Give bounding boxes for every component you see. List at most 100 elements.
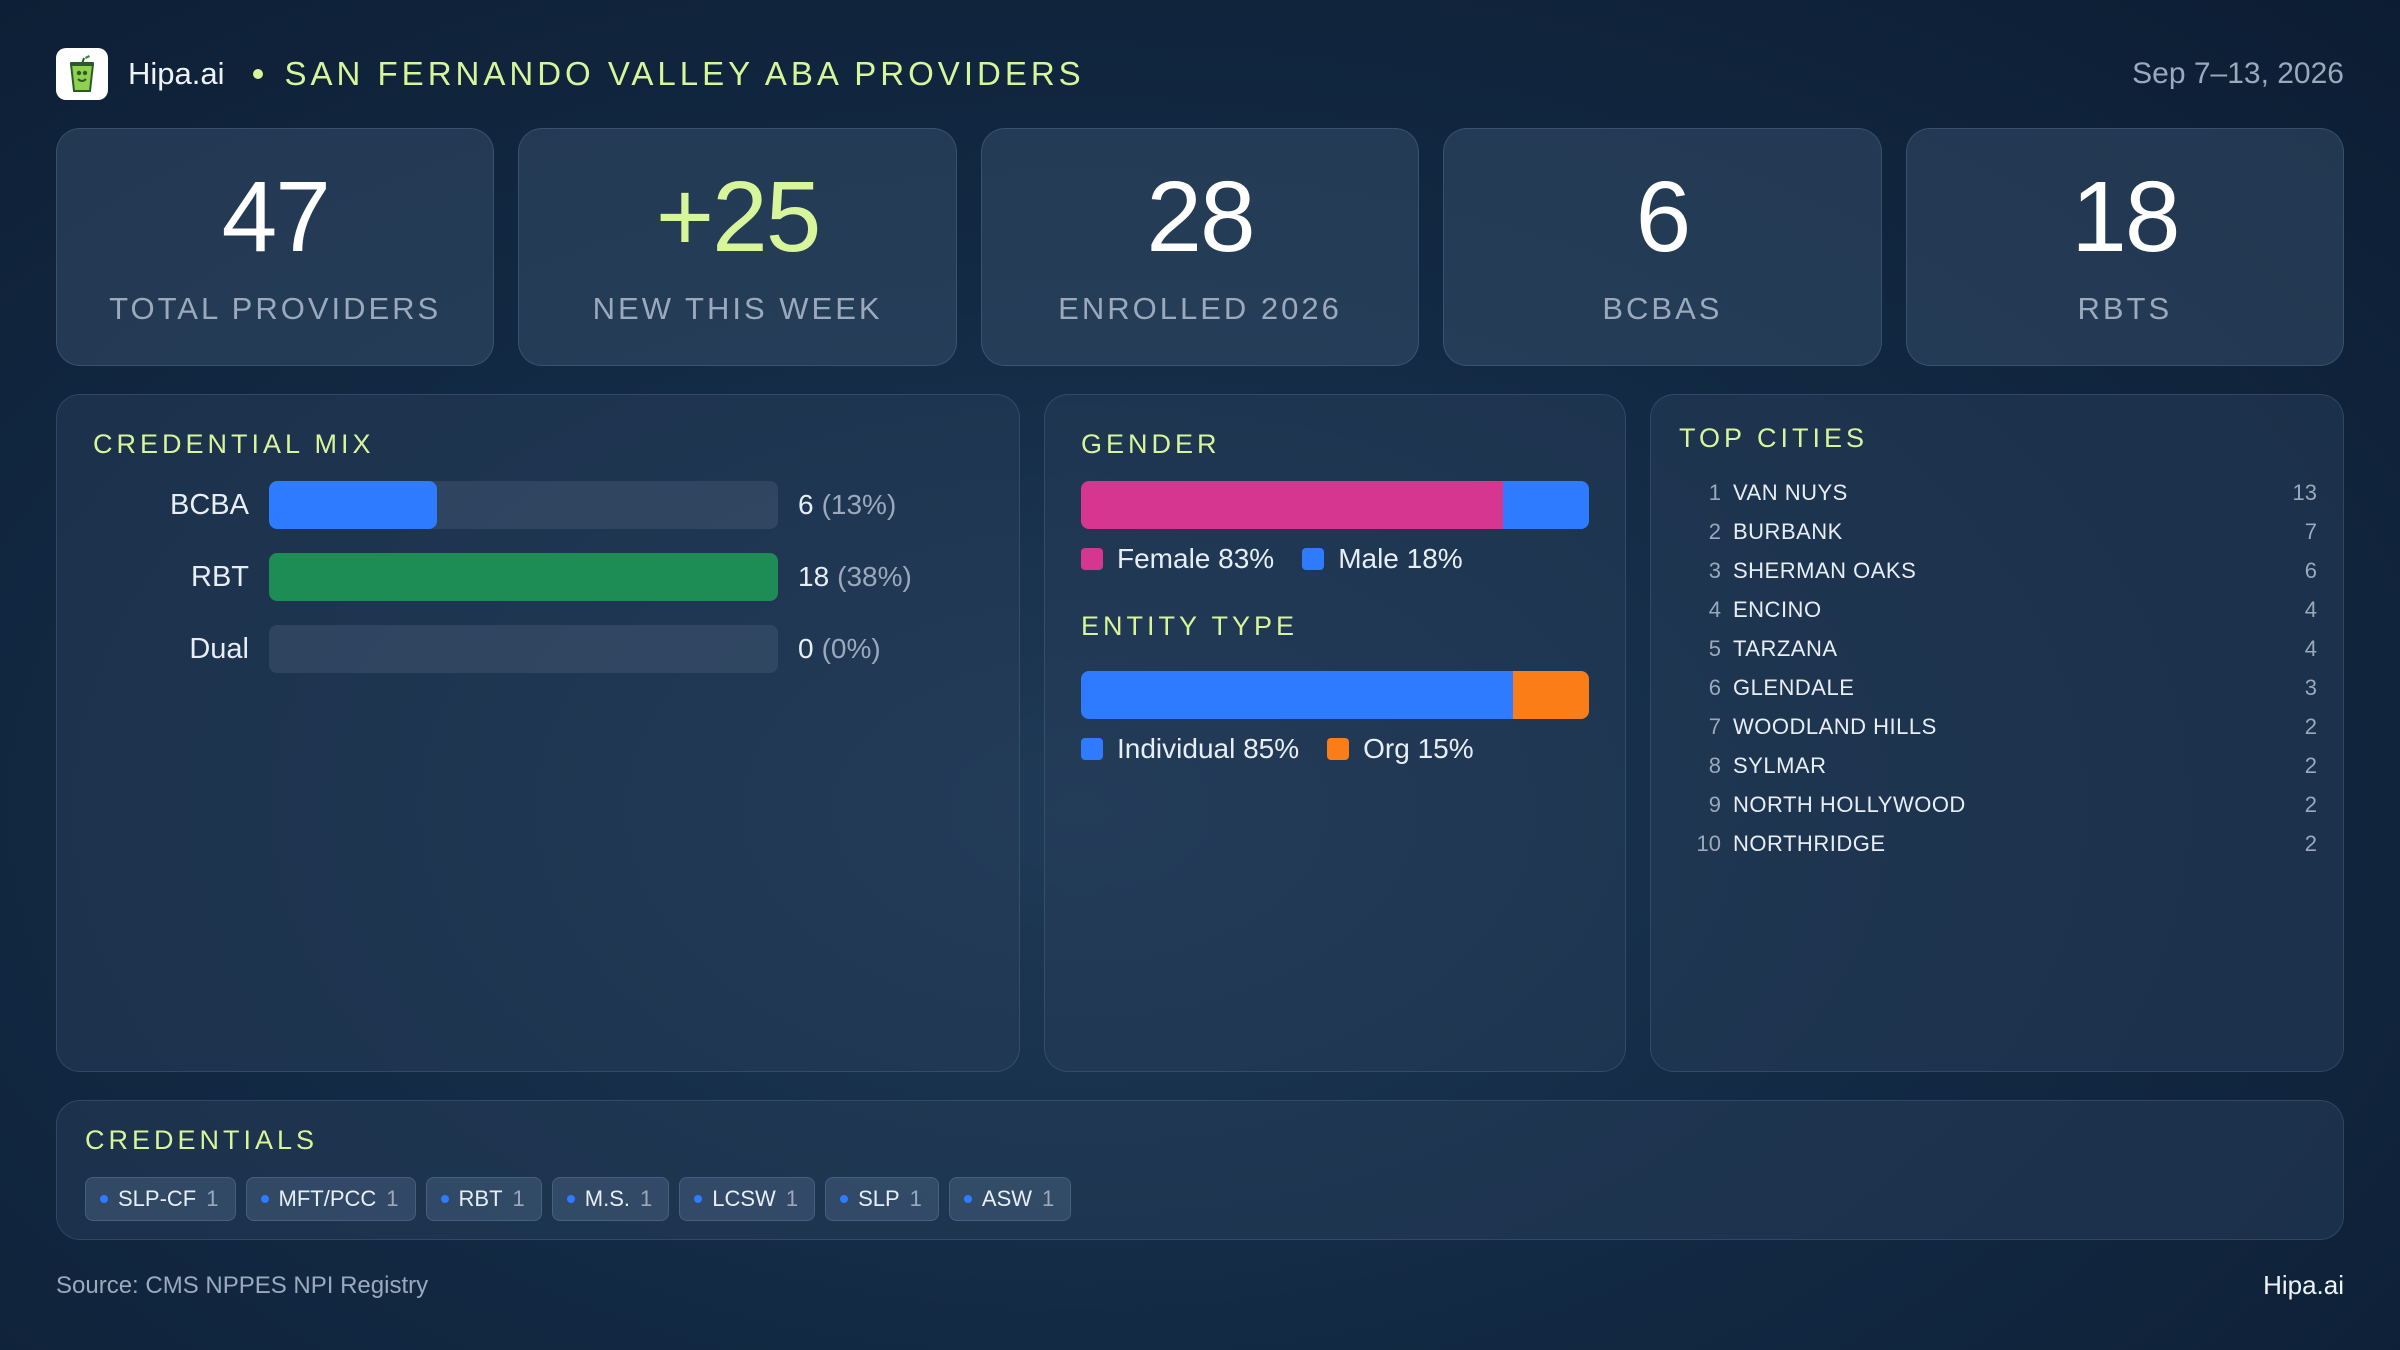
chip-dot xyxy=(566,1195,575,1203)
source-note: Source: CMS NPPES NPI Registry xyxy=(56,1272,429,1299)
city-name: SHERMAN OAKS xyxy=(1733,557,1917,583)
entity-stacked-bar xyxy=(1081,671,1589,719)
percent-text: (38%) xyxy=(837,561,912,592)
legend-item-org: Org 15% xyxy=(1327,733,1474,765)
legend-item-female: Female 83% xyxy=(1081,543,1274,575)
kpi-card-total-providers: 47 TOTAL PROVIDERS xyxy=(56,128,495,366)
credential-name: Dual xyxy=(189,632,249,665)
bar-track xyxy=(269,625,778,673)
chip-dot xyxy=(260,1195,269,1203)
entity-legend: Individual 85% Org 15% xyxy=(1081,733,1502,765)
credentials-panel: CREDENTIALS SLP-CF 1 MFT/PCC 1 RBT 1 M.S. 1 … xyxy=(56,1100,2344,1240)
city-name: WOODLAND HILLS xyxy=(1733,713,1937,739)
chip-label: LCSW xyxy=(712,1186,776,1211)
city-count: 2 xyxy=(2304,791,2317,817)
chip-count: 1 xyxy=(1042,1186,1055,1211)
legend-label: Female 83% xyxy=(1117,543,1275,574)
city-count: 7 xyxy=(2304,518,2317,544)
credential-row-bcba: BCBA 6 (13%) xyxy=(93,481,993,529)
city-name: NORTHRIDGE xyxy=(1733,830,1886,856)
credential-chip: SLP 1 xyxy=(825,1177,939,1221)
kpi-card-rbts: 18 RBTS xyxy=(1905,128,2345,366)
chip-dot xyxy=(440,1195,449,1203)
list-item: 4 ENCINO 4 xyxy=(1677,590,2317,629)
city-rank: 2 xyxy=(1708,518,1721,544)
list-item: 2 BURBANK 7 xyxy=(1677,512,2317,551)
count-text: 6 xyxy=(798,489,814,520)
city-rank: 8 xyxy=(1708,752,1721,778)
entity-segment-org xyxy=(1512,671,1589,719)
list-item: 5 TARZANA 4 xyxy=(1677,629,2317,668)
kpi-card-bcbas: 6 BCBAS xyxy=(1443,128,1882,366)
gender-entity-panel: GENDER Female 83% Male 18% ENTITY TYPE I… xyxy=(1044,394,1626,1072)
kpi-label: BCBAS xyxy=(1602,291,1723,326)
credential-mix-panel: CREDENTIAL MIX BCBA 6 (13%) RBT 18 (38%) D… xyxy=(56,394,1020,1072)
kpi-value: 6 xyxy=(1635,161,1692,273)
credential-value: 0 (0%) xyxy=(798,633,881,665)
entity-type-title: ENTITY TYPE xyxy=(1081,611,1299,641)
chip-count: 1 xyxy=(512,1186,525,1211)
city-count: 4 xyxy=(2304,596,2317,622)
city-name: BURBANK xyxy=(1733,518,1843,544)
bar-fill xyxy=(269,481,437,529)
city-rank: 5 xyxy=(1708,635,1721,661)
list-item: 7 WOODLAND HILLS 2 xyxy=(1677,707,2317,746)
chip-label: SLP xyxy=(858,1186,900,1211)
credential-name: RBT xyxy=(191,560,249,593)
chip-count: 1 xyxy=(640,1186,653,1211)
city-name: ENCINO xyxy=(1733,596,1822,622)
kpi-value: 47 xyxy=(221,161,331,273)
gender-segment-male xyxy=(1502,481,1589,529)
chip-dot xyxy=(840,1195,849,1203)
gender-legend: Female 83% Male 18% xyxy=(1081,543,1491,575)
kpi-row: 47 TOTAL PROVIDERS +25 NEW THIS WEEK 28 … xyxy=(56,128,2345,366)
separator-dot xyxy=(252,69,263,79)
chip-count: 1 xyxy=(785,1186,799,1211)
legend-item-male: Male 18% xyxy=(1302,543,1463,575)
city-count: 2 xyxy=(2304,830,2317,856)
chip-label: ASW xyxy=(981,1186,1033,1211)
city-name: VAN NUYS xyxy=(1733,479,1848,505)
credential-chip: M.S. 1 xyxy=(551,1177,670,1221)
chip-count: 1 xyxy=(386,1186,399,1211)
entity-segment-individual xyxy=(1081,671,1513,719)
list-item: 9 NORTH HOLLYWOOD 2 xyxy=(1677,785,2317,824)
report-title: SAN FERNANDO VALLEY ABA PROVIDERS xyxy=(284,55,1085,92)
top-cities-panel: TOP CITIES 1 VAN NUYS 13 2 BURBANK 7 3 SHERMA… xyxy=(1650,394,2344,1072)
kpi-label: RBTS xyxy=(2077,291,2173,326)
brand-name: Hipa.ai xyxy=(128,56,225,91)
list-item: 3 SHERMAN OAKS 6 xyxy=(1677,551,2317,590)
credential-chips: SLP-CF 1 MFT/PCC 1 RBT 1 M.S. 1 LCSW 1 SLP 1 A… xyxy=(85,1177,1072,1221)
kpi-card-enrolled: 28 ENROLLED 2026 xyxy=(980,128,1420,366)
credential-value: 6 (13%) xyxy=(798,489,896,521)
city-count: 6 xyxy=(2304,557,2317,583)
date-range: Sep 7–13, 2026 xyxy=(2132,57,2344,90)
legend-label: Org 15% xyxy=(1363,733,1474,764)
percent-text: (13%) xyxy=(821,489,897,520)
credential-name: BCBA xyxy=(170,488,249,521)
cup-icon xyxy=(69,55,95,92)
city-count: 13 xyxy=(2292,479,2317,505)
kpi-card-new-this-week: +25 NEW THIS WEEK xyxy=(518,128,957,366)
credential-chip: RBT 1 xyxy=(425,1177,542,1221)
gender-title: GENDER xyxy=(1081,429,1221,459)
chip-dot xyxy=(963,1195,972,1203)
logo xyxy=(56,48,108,100)
city-count: 4 xyxy=(2304,635,2317,661)
panel-title: CREDENTIAL MIX xyxy=(93,429,375,459)
city-rank: 1 xyxy=(1708,479,1721,505)
bar-track xyxy=(269,553,778,601)
panel-title: TOP CITIES xyxy=(1679,423,1869,453)
legend-swatch xyxy=(1081,738,1103,760)
kpi-value: +25 xyxy=(655,161,822,273)
footer-brand: Hipa.ai xyxy=(2263,1270,2344,1300)
kpi-label: ENROLLED 2026 xyxy=(1058,291,1342,326)
city-count: 2 xyxy=(2304,713,2317,739)
credential-chip: SLP-CF 1 xyxy=(85,1177,236,1221)
credential-row-rbt: RBT 18 (38%) xyxy=(93,553,993,601)
list-item: 10 NORTHRIDGE 2 xyxy=(1677,824,2317,863)
chip-label: M.S. xyxy=(584,1186,630,1211)
bar-fill xyxy=(269,553,778,601)
gender-stacked-bar xyxy=(1081,481,1589,529)
credential-chip: MFT/PCC 1 xyxy=(245,1177,416,1221)
